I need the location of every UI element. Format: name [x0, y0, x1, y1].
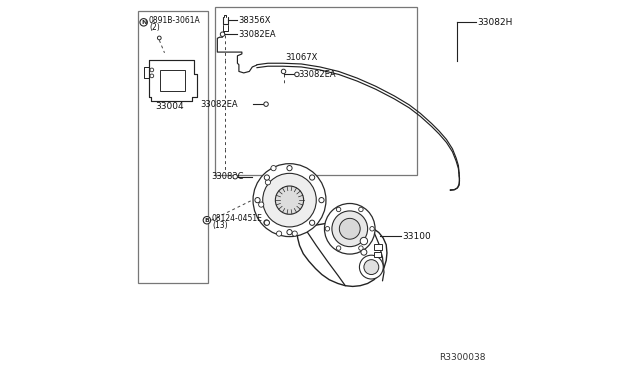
Text: 33004: 33004 — [156, 102, 184, 110]
Circle shape — [337, 207, 341, 212]
Circle shape — [140, 19, 147, 26]
Text: 0891B-3061A: 0891B-3061A — [148, 16, 200, 25]
Text: (2): (2) — [150, 23, 161, 32]
Circle shape — [310, 220, 315, 225]
Circle shape — [150, 68, 154, 72]
Circle shape — [360, 237, 367, 245]
Circle shape — [271, 166, 276, 171]
Circle shape — [361, 249, 367, 255]
Bar — [160, 70, 186, 91]
Circle shape — [150, 74, 154, 78]
Circle shape — [157, 36, 161, 40]
Bar — [374, 252, 381, 257]
Circle shape — [360, 255, 383, 279]
Circle shape — [253, 164, 326, 237]
Text: 08124-0451E: 08124-0451E — [211, 214, 262, 223]
Circle shape — [324, 203, 375, 254]
Text: N: N — [141, 20, 147, 25]
Text: R3300038: R3300038 — [439, 353, 486, 362]
Circle shape — [264, 175, 269, 180]
Circle shape — [370, 227, 374, 231]
Text: (13): (13) — [213, 221, 228, 230]
Circle shape — [292, 231, 298, 236]
Circle shape — [339, 218, 360, 239]
Circle shape — [264, 102, 268, 106]
Circle shape — [337, 246, 341, 250]
Bar — [215, 7, 417, 175]
Circle shape — [203, 217, 211, 224]
Text: 31067X: 31067X — [286, 53, 318, 62]
Circle shape — [294, 72, 299, 77]
Circle shape — [220, 32, 225, 36]
Text: 33082H: 33082H — [477, 18, 513, 27]
Circle shape — [358, 246, 363, 250]
Circle shape — [264, 220, 269, 225]
Circle shape — [287, 230, 292, 235]
Bar — [138, 11, 209, 283]
Text: 33082EA: 33082EA — [200, 100, 238, 109]
Circle shape — [364, 260, 379, 275]
Circle shape — [259, 202, 264, 207]
Text: B: B — [204, 218, 209, 223]
Text: 33082EA: 33082EA — [298, 70, 336, 79]
Bar — [374, 244, 383, 250]
Circle shape — [319, 198, 324, 203]
Circle shape — [332, 211, 367, 247]
Circle shape — [358, 207, 363, 212]
Circle shape — [310, 175, 315, 180]
Circle shape — [276, 231, 282, 236]
Text: 33082C: 33082C — [211, 172, 244, 181]
Text: 33082EA: 33082EA — [238, 30, 276, 39]
Circle shape — [255, 198, 260, 203]
Circle shape — [262, 173, 316, 227]
Circle shape — [266, 180, 271, 185]
Text: 33100: 33100 — [402, 232, 431, 241]
Circle shape — [275, 186, 303, 214]
Text: 38356X: 38356X — [238, 16, 271, 25]
Circle shape — [233, 174, 237, 179]
Circle shape — [264, 220, 269, 225]
Circle shape — [325, 227, 330, 231]
Circle shape — [287, 166, 292, 171]
Circle shape — [282, 69, 286, 74]
